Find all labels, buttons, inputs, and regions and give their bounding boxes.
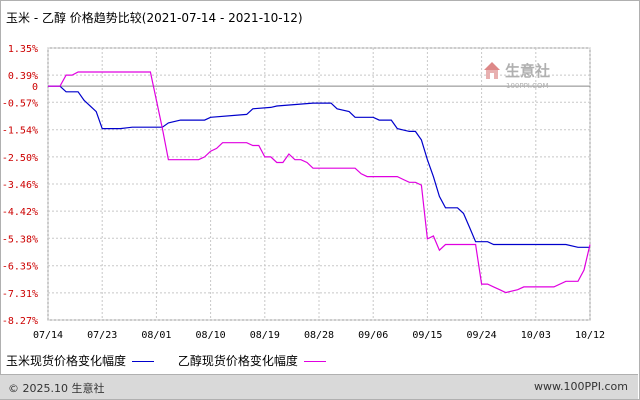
series-line-0 bbox=[48, 85, 590, 248]
y-tick-label: -6.35% bbox=[2, 262, 38, 273]
y-tick-label: 1.35% bbox=[8, 44, 38, 55]
x-tick-label: 09/24 bbox=[467, 330, 497, 341]
x-tick-label: 10/03 bbox=[521, 330, 551, 341]
y-tick-label: -3.46% bbox=[2, 180, 38, 191]
y-tick-label: -1.54% bbox=[2, 126, 38, 137]
grid bbox=[47, 47, 591, 321]
x-tick-label: 09/15 bbox=[412, 330, 442, 341]
y-tick-label: -2.50% bbox=[2, 153, 38, 164]
legend-item-ethanol: 乙醇现货价格变化幅度 bbox=[178, 352, 326, 369]
x-tick-label: 08/10 bbox=[196, 330, 226, 341]
footer-url: www.100PPI.com bbox=[534, 380, 628, 393]
footer-copyright: © 2025.10 生意社 bbox=[8, 382, 105, 395]
series-line-1 bbox=[48, 71, 591, 294]
y-tick-label: -4.42% bbox=[2, 207, 38, 218]
y-tick-label: -0.57% bbox=[2, 98, 38, 109]
x-tick-label: 08/19 bbox=[250, 330, 280, 341]
x-tick-label: 10/12 bbox=[575, 330, 605, 341]
logo-name: 生意社 bbox=[505, 62, 550, 80]
house-icon bbox=[484, 62, 500, 79]
brand-logo: 生意社 100PPI.COM bbox=[484, 62, 550, 90]
x-tick-label: 09/06 bbox=[358, 330, 388, 341]
legend-label-corn: 玉米现货价格变化幅度 bbox=[6, 354, 127, 368]
legend-swatch-ethanol bbox=[303, 361, 326, 362]
x-tick-label: 07/23 bbox=[87, 330, 117, 341]
footer-bar: © 2025.10 生意社 www.100PPI.com bbox=[0, 374, 638, 399]
y-tick-label: 0.39% bbox=[8, 71, 38, 82]
legend: 玉米现货价格变化幅度 乙醇现货价格变化幅度 bbox=[6, 352, 346, 369]
y-tick-label: -8.27% bbox=[2, 316, 38, 327]
x-tick-label: 08/28 bbox=[304, 330, 334, 341]
x-tick-label: 08/01 bbox=[141, 330, 171, 341]
y-axis: 1.35% 0.39%0 -0.57% -1.54% -2.50% -3.46% -4.42… bbox=[2, 44, 38, 327]
chart-title: 玉米 - 乙醇 价格趋势比较(2021-07-14 - 2021-10-12) bbox=[6, 11, 303, 25]
x-tick-label: 07/14 bbox=[33, 330, 63, 341]
logo-url: 100PPI.COM bbox=[506, 82, 549, 90]
series-lines bbox=[48, 71, 591, 294]
x-axis: 07/14 07/23 08/01 08/10 08/19 08/28 09/06 09/15… bbox=[33, 330, 605, 341]
y-tick-label: -7.31% bbox=[2, 289, 38, 300]
legend-label-ethanol: 乙醇现货价格变化幅度 bbox=[177, 354, 298, 368]
legend-item-corn: 玉米现货价格变化幅度 bbox=[6, 352, 155, 369]
legend-swatch-corn bbox=[132, 361, 155, 362]
y-tick-label: 0 bbox=[32, 82, 38, 93]
y-tick-label: -5.38% bbox=[2, 234, 38, 245]
